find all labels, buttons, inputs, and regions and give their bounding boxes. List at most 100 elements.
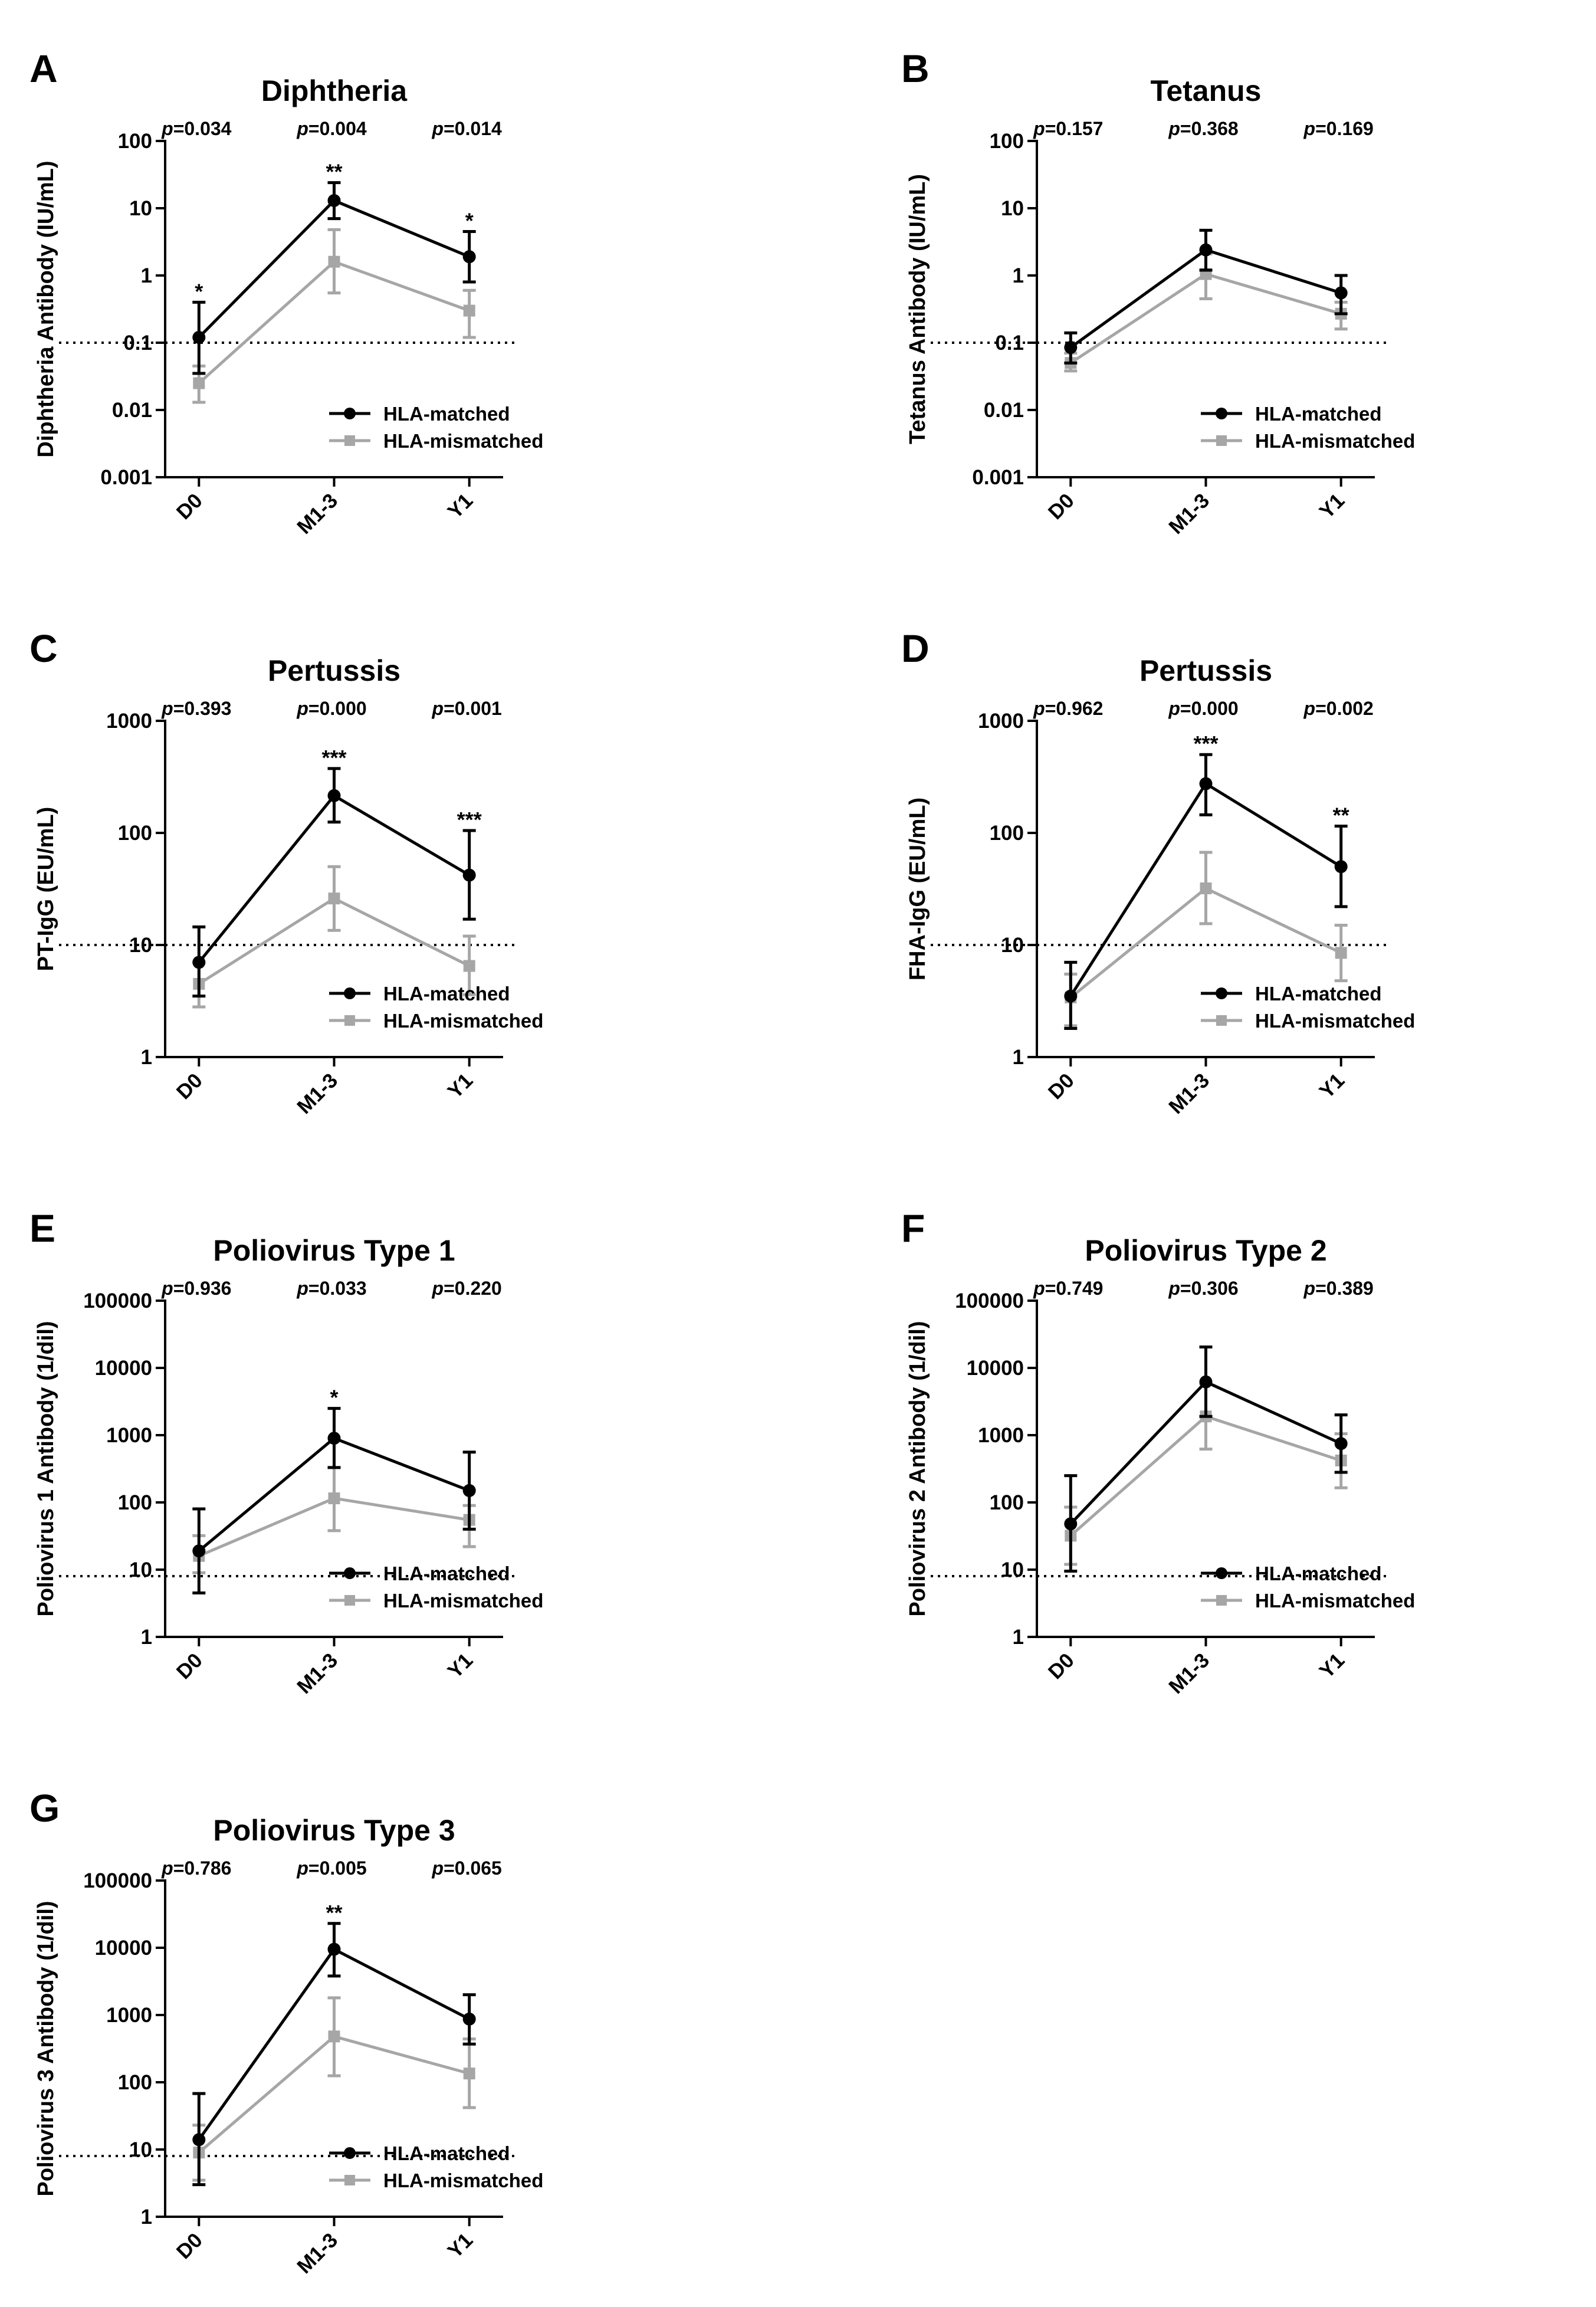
legend-marker-mismatched: [1216, 1595, 1227, 1606]
significance-c-1: ***: [321, 746, 346, 770]
legend-marker-matched: [1216, 987, 1227, 999]
p-value-b-0: p=0.157: [1033, 118, 1103, 139]
panel-letter-c: C: [29, 626, 58, 670]
panel-title-e: Poliovirus Type 1: [213, 1234, 455, 1267]
panel-letter-e: E: [29, 1206, 55, 1250]
point-matched-d: [1334, 860, 1348, 874]
x-tick-label-d: Y1: [1315, 1069, 1349, 1103]
p-value-e-2: p=0.220: [432, 1278, 502, 1299]
x-tick-label-d: D0: [1044, 1069, 1079, 1104]
y-tick-label-e: 1: [141, 1626, 152, 1649]
panel-g: G Poliovirus Type 3 Poliovirus 3 Antibody …: [29, 1786, 543, 2278]
significance-g-1: **: [326, 1901, 342, 1925]
x-tick-label-e: Y1: [444, 1649, 478, 1683]
y-axis-label-b: Tetanus Antibody (IU/mL): [905, 174, 930, 444]
y-tick-label-g: 10000: [95, 1937, 152, 1960]
panel-b: B Tetanus Tetanus Antibody (IU/mL) 0.001 0.0…: [901, 47, 1415, 539]
p-value-f-2: p=0.389: [1303, 1278, 1374, 1299]
x-tick-label-f: Y1: [1315, 1649, 1349, 1683]
p-value-a-0: p=0.034: [161, 118, 232, 139]
legend-label-mismatched: HLA-mismatched: [1255, 1590, 1415, 1612]
y-tick-label-e: 10000: [95, 1357, 152, 1380]
significance-a-0: *: [195, 279, 203, 303]
significance-a-1: **: [326, 160, 342, 184]
y-tick-label-a: 1: [141, 264, 152, 287]
panel-title-b: Tetanus: [1151, 74, 1262, 107]
legend-marker-matched: [344, 408, 356, 419]
y-tick-label-b: 1: [1013, 264, 1024, 287]
panel-letter-f: F: [901, 1206, 925, 1250]
legend-b: HLA-matched HLA-mismatched: [1201, 403, 1415, 452]
x-tick-label-b: D0: [1044, 489, 1079, 524]
legend-marker-matched: [1216, 1567, 1227, 1579]
y-tick-label-c: 1000: [106, 710, 152, 733]
legend-label-mismatched: HLA-mismatched: [383, 1010, 543, 1032]
legend-label-mismatched: HLA-mismatched: [383, 2170, 543, 2191]
p-value-b-2: p=0.169: [1303, 118, 1374, 139]
panel-letter-g: G: [29, 1786, 60, 1830]
x-tick-label-b: Y1: [1315, 489, 1349, 523]
y-tick-label-e: 1000: [106, 1424, 152, 1447]
legend-marker-matched: [344, 1567, 356, 1579]
y-tick-label-c: 10: [129, 934, 152, 957]
y-axis-label-c: PT-IgG (EU/mL): [34, 807, 58, 972]
significance-a-2: *: [465, 209, 474, 233]
legend-d: HLA-matched HLA-mismatched: [1201, 983, 1415, 1032]
y-axis-label-a: Diphtheria Antibody (IU/mL): [34, 160, 58, 457]
point-mismatched-a: [463, 304, 475, 317]
x-tick-label-e: D0: [172, 1649, 207, 1684]
y-tick-label-g: 1000: [106, 2004, 152, 2027]
point-matched-c: [192, 956, 206, 969]
y-tick-label-g: 1: [141, 2206, 152, 2229]
y-tick-label-d: 1000: [978, 710, 1024, 733]
panel-title-d: Pertussis: [1139, 654, 1272, 687]
legend-f: HLA-matched HLA-mismatched: [1201, 1563, 1415, 1612]
x-tick-label-b: M1-3: [1164, 489, 1214, 539]
panel-e: E Poliovirus Type 1 Poliovirus 1 Antibody …: [29, 1206, 543, 1698]
significance-d-2: **: [1333, 803, 1349, 827]
p-value-b-1: p=0.368: [1168, 118, 1238, 139]
p-value-f-0: p=0.749: [1033, 1278, 1103, 1299]
y-tick-label-a: 0.001: [100, 466, 152, 489]
y-tick-label-f: 10: [1001, 1558, 1024, 1581]
point-matched-g: [462, 2012, 476, 2026]
p-value-e-0: p=0.936: [161, 1278, 231, 1299]
legend-marker-mismatched: [344, 1595, 355, 1606]
y-axis-label-e: Poliovirus 1 Antibody (1/dil): [34, 1321, 58, 1616]
panel-f: F Poliovirus Type 2 Poliovirus 2 Antibody …: [901, 1206, 1415, 1698]
point-matched-f: [1064, 1517, 1078, 1531]
significance-e-1: *: [330, 1386, 338, 1410]
significance-d-1: ***: [1193, 731, 1218, 756]
y-tick-label-b: 10: [1001, 197, 1024, 220]
legend-label-matched: HLA-matched: [383, 1563, 510, 1584]
legend-marker-matched: [344, 987, 356, 999]
y-axis-label-g: Poliovirus 3 Antibody (1/dil): [34, 1901, 58, 2196]
x-tick-label-c: Y1: [444, 1069, 478, 1103]
y-tick-label-a: 100: [118, 130, 152, 153]
point-matched-a: [462, 250, 476, 264]
y-tick-label-b: 0.001: [972, 466, 1024, 489]
legend-marker-mismatched: [344, 435, 355, 446]
y-tick-label-g: 100000: [83, 1869, 152, 1892]
legend-marker-mismatched: [344, 1015, 355, 1026]
panel-letter-d: D: [901, 626, 930, 670]
legend-marker-mismatched: [1216, 1015, 1227, 1026]
x-tick-label-f: D0: [1044, 1649, 1079, 1684]
p-value-c-2: p=0.001: [432, 698, 502, 719]
p-value-d-1: p=0.000: [1168, 698, 1238, 719]
significance-c-2: ***: [457, 808, 482, 832]
y-tick-label-g: 10: [129, 2138, 152, 2161]
point-matched-d: [1064, 989, 1078, 1003]
x-tick-label-d: M1-3: [1164, 1069, 1214, 1118]
y-tick-label-d: 100: [990, 822, 1024, 845]
legend-marker-mismatched: [1216, 435, 1227, 446]
p-value-a-1: p=0.004: [296, 118, 367, 139]
y-tick-label-a: 0.01: [112, 399, 152, 422]
panel-a: A Diphtheria Diphtheria Antibody (IU/mL) 0.…: [29, 47, 543, 539]
x-tick-label-a: D0: [172, 489, 207, 524]
point-mismatched-c: [463, 960, 475, 972]
legend-label-matched: HLA-matched: [1255, 403, 1382, 425]
point-matched-e: [327, 1432, 341, 1445]
panel-letter-b: B: [901, 47, 930, 90]
